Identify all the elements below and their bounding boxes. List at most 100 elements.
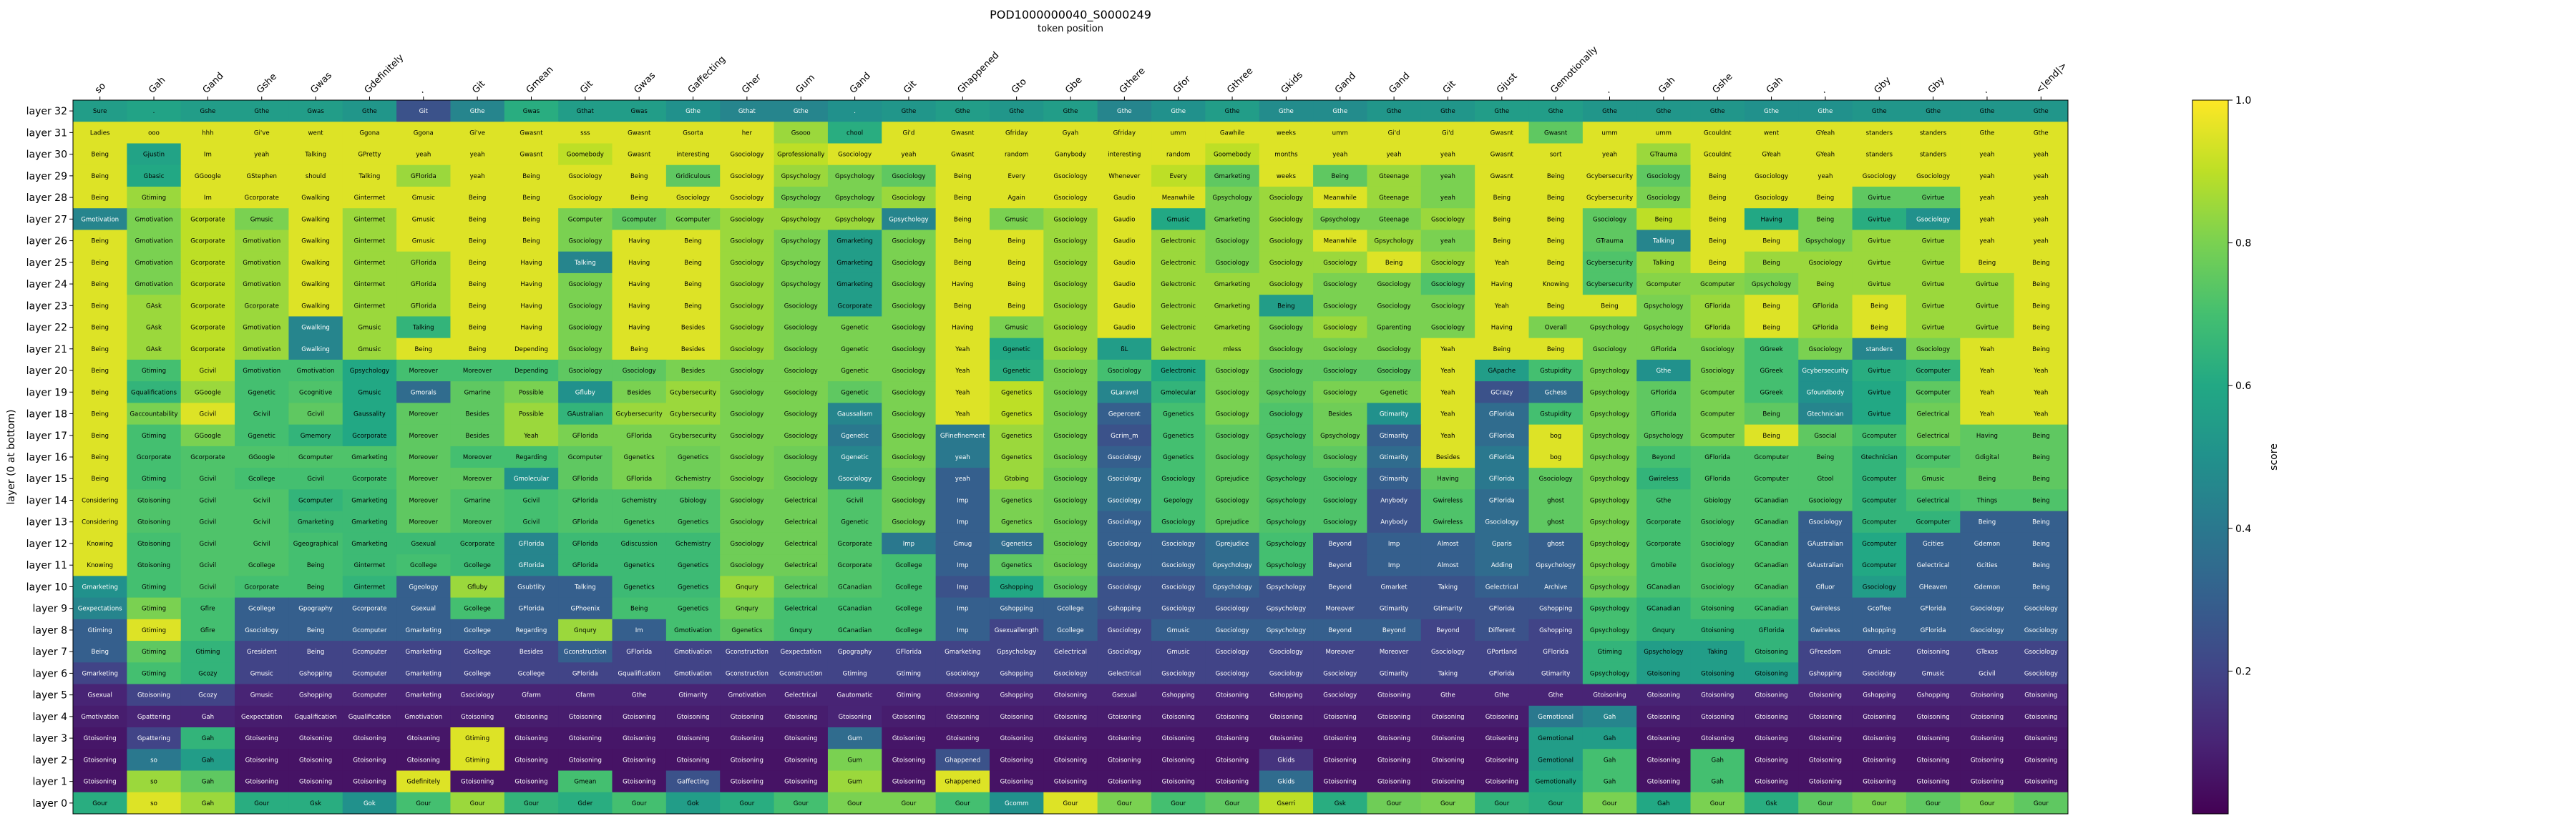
heatmap-cell-label: Gwalking: [301, 303, 330, 310]
heatmap-cell: [558, 295, 613, 317]
heatmap-cell-label: Gsociology: [1216, 368, 1249, 375]
x-tick-label: Gfor: [1171, 74, 1194, 96]
heatmap-cell-label: Gintermet: [354, 584, 386, 591]
heatmap-cell-label: Gridiculous: [675, 173, 711, 180]
heatmap-cell: [1259, 186, 1314, 209]
heatmap-cell: [1420, 100, 1475, 122]
heatmap-cell-label: Gcollege: [1057, 627, 1083, 634]
heatmap-cell: [1420, 381, 1475, 403]
heatmap-cell-label: Imp: [957, 627, 968, 634]
heatmap-cell: [720, 164, 775, 187]
heatmap-cell: [665, 554, 721, 576]
x-tick-label: Gum: [794, 72, 817, 96]
heatmap-cell-label: Gvirtue: [1868, 368, 1890, 375]
heatmap-cell-label: Gcorporate: [352, 606, 386, 613]
heatmap-cell-label: Gtoisoning: [1701, 627, 1734, 634]
heatmap-cell: [396, 446, 451, 468]
heatmap-cell: [1906, 230, 1961, 252]
heatmap-cell-label: Gtoisoning: [676, 757, 709, 764]
heatmap-cell: [180, 554, 235, 576]
heatmap-cell-label: Gtoisoning: [1054, 692, 1087, 699]
heatmap-cell-label: GYeah: [1816, 129, 1835, 137]
heatmap-cell: [1313, 100, 1367, 122]
heatmap-cell: [1798, 489, 1853, 512]
heatmap-cell-label: Gsociology: [892, 476, 925, 483]
heatmap-cell: [612, 424, 667, 447]
heatmap-cell-label: GGreek: [1760, 346, 1782, 353]
heatmap-cell-label: Gwasnt: [519, 129, 543, 137]
heatmap-cell-label: Ggenetics: [624, 584, 655, 591]
heatmap-cell-label: Gtoisoning: [1755, 714, 1787, 721]
heatmap-cell-label: Gparis: [1492, 541, 1512, 548]
heatmap-cell: [720, 381, 775, 403]
heatmap-cell-label: Gkids: [1277, 779, 1294, 786]
heatmap-cell: [882, 446, 937, 468]
heatmap-cell-label: Beyond: [1329, 541, 1352, 548]
heatmap-cell: [396, 424, 451, 447]
heatmap-cell: [1259, 468, 1314, 490]
heatmap-cell-label: Being: [91, 433, 108, 440]
heatmap-cell: [1367, 230, 1422, 252]
heatmap-cell-label: Gyah: [1063, 129, 1078, 137]
heatmap-cell: [1744, 446, 1799, 468]
heatmap-cell: [1960, 186, 2015, 209]
heatmap-cell: [2014, 186, 2069, 209]
heatmap-cell: [396, 164, 451, 187]
heatmap-cell-label: Gsociology: [1323, 325, 1357, 332]
heatmap-cell-label: Gconstruction: [779, 670, 822, 677]
heatmap-cell: [1852, 403, 1907, 426]
heatmap-cell-label: Gtoisoning: [1324, 779, 1357, 786]
heatmap-cell-label: Gpsychology: [1752, 281, 1791, 288]
y-tick-label: layer 13: [26, 517, 67, 528]
heatmap-cell-label: Moreover: [409, 497, 439, 504]
heatmap-cell-label: Regarding: [516, 627, 547, 634]
heatmap-cell-label: Gemotional: [1538, 735, 1574, 742]
heatmap-cell: [827, 251, 882, 274]
heatmap-cell-label: Gtiming: [142, 433, 166, 440]
heatmap-cell: [1744, 359, 1799, 382]
heatmap-cell-label: Archive: [1544, 584, 1567, 591]
heatmap-cell: [396, 338, 451, 360]
heatmap-cell-label: Gnqury: [789, 627, 812, 634]
heatmap-cell-label: Moreover: [463, 476, 492, 483]
heatmap-cell-label: Ggenetic: [248, 389, 275, 396]
heatmap-cell: [1205, 316, 1260, 339]
x-tick-label: Gby: [1926, 75, 1947, 96]
heatmap-cell-label: Gtoisoning: [353, 779, 386, 786]
x-tick-label: Gah: [1657, 75, 1677, 96]
heatmap-cell-label: GFlorida: [1489, 433, 1515, 440]
heatmap-cell-label: Gtoisoning: [1647, 714, 1680, 721]
heatmap-cell-label: Gtobing: [1005, 476, 1029, 483]
heatmap-cell-label: Gour: [1980, 800, 1995, 807]
heatmap-cell-label: Gcomm: [1005, 800, 1028, 807]
heatmap-cell-label: Gtoisoning: [353, 735, 386, 742]
heatmap-cell-label: Gtoisoning: [299, 757, 332, 764]
heatmap-cell: [1582, 230, 1637, 252]
heatmap-cell: [612, 295, 667, 317]
heatmap-cell-label: Gsociology: [1108, 476, 1141, 483]
heatmap-cell-label: Gsociology: [2024, 606, 2058, 613]
heatmap-cell-label: Gtoisoning: [1917, 757, 1950, 764]
heatmap-cell-label: Gcozy: [198, 670, 217, 677]
heatmap-cell-label: Gtoisoning: [407, 735, 440, 742]
heatmap-cell-label: Gmarketing: [406, 692, 441, 699]
heatmap-cell: [1744, 122, 1799, 144]
heatmap-cell-label: Gtoisoning: [1755, 670, 1787, 677]
heatmap-cell-label: Ganybody: [1055, 152, 1086, 159]
heatmap-cell: [1097, 576, 1152, 599]
heatmap-cell-label: Gmusic: [358, 346, 381, 353]
heatmap-cell-label: Gsociology: [730, 238, 763, 245]
heatmap-cell: [1582, 511, 1637, 534]
heatmap-cell: [1043, 619, 1098, 641]
heatmap-cell: [180, 100, 235, 122]
heatmap-cell-label: Gtoisoning: [1216, 692, 1249, 699]
heatmap-cell-label: GFlorida: [1921, 627, 1946, 634]
heatmap-cell-label: Gsociology: [892, 325, 925, 332]
heatmap-cell-label: Gtoisoning: [1485, 714, 1518, 721]
heatmap-cell-label: Gsociology: [730, 389, 763, 396]
heatmap-cell: [396, 122, 451, 144]
heatmap-cell: [288, 532, 343, 555]
heatmap-cell: [1259, 164, 1314, 187]
heatmap-cell-label: Gsociology: [1808, 260, 1842, 267]
heatmap-cell-label: Ggenetics: [678, 606, 709, 613]
